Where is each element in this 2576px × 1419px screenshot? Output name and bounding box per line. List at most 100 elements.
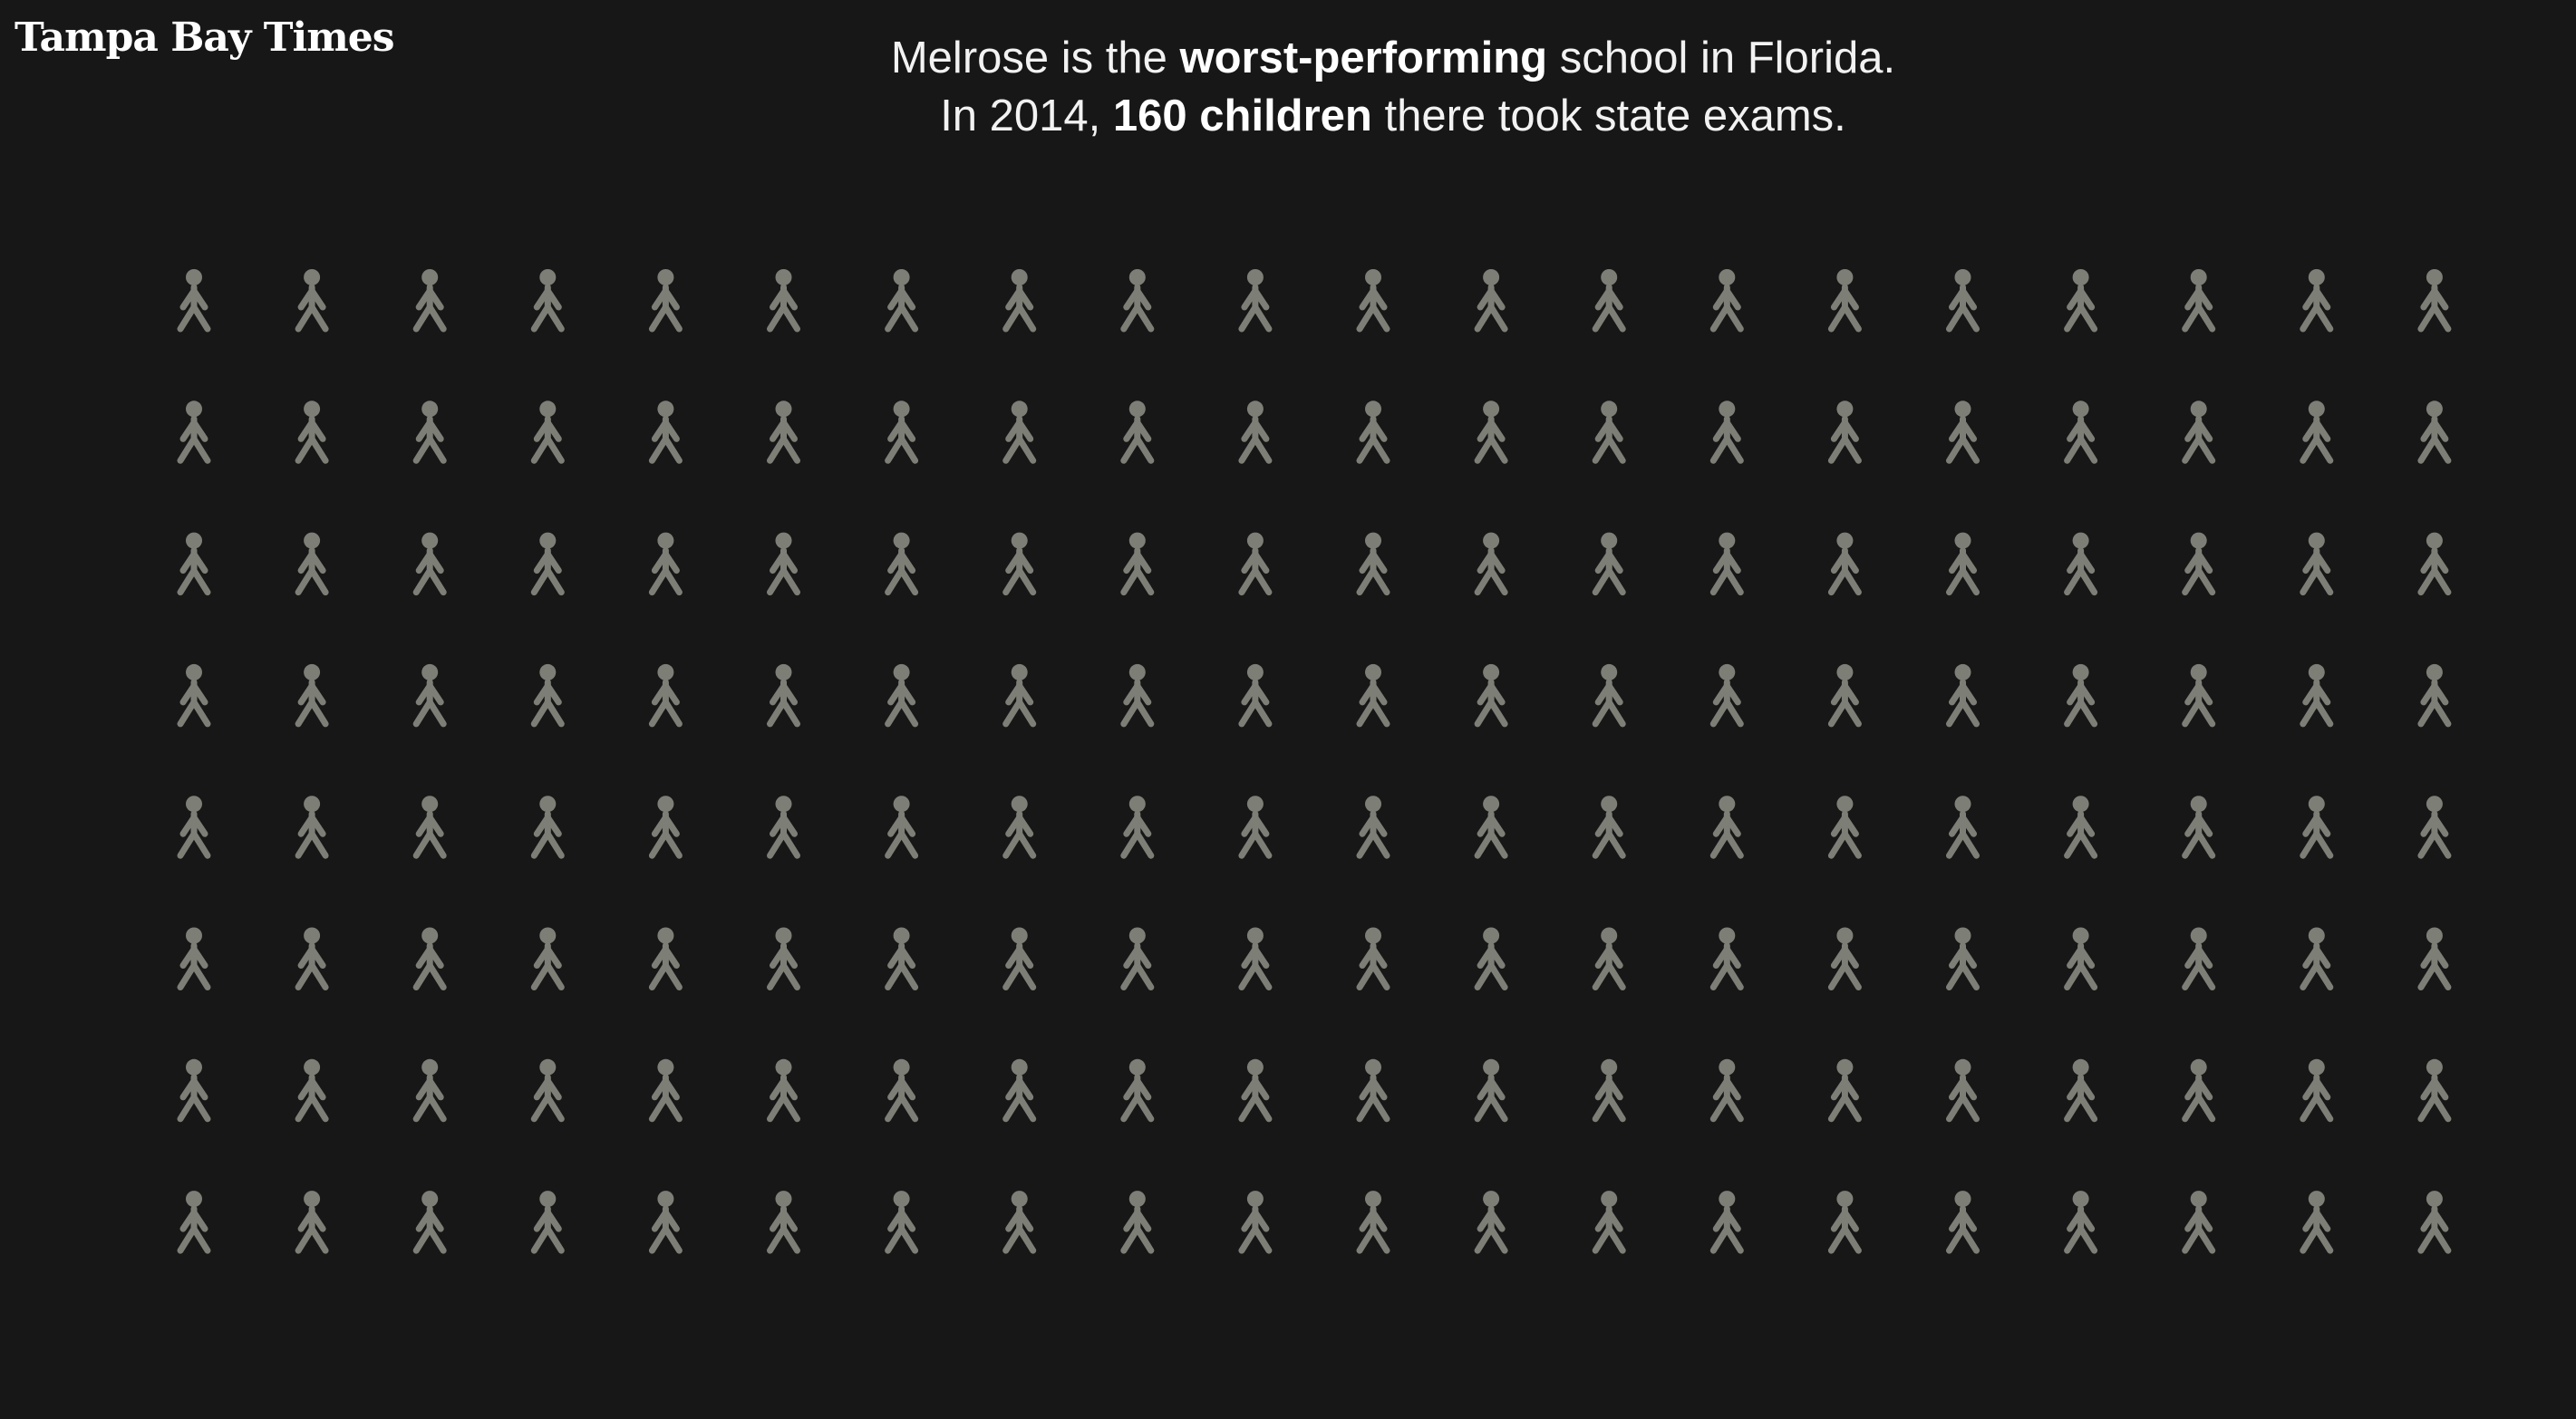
person-icon	[2417, 927, 2452, 990]
person-icon	[2417, 269, 2452, 333]
person-icon	[2300, 1058, 2334, 1123]
person-icon	[1356, 269, 1390, 333]
person-icon	[1827, 1191, 1862, 1254]
person-icon	[530, 927, 565, 990]
headline-part-2: school in Florida. In 2014,	[940, 34, 1896, 140]
person-icon	[767, 401, 800, 464]
person-icon	[1002, 269, 1037, 333]
person-icon	[1238, 532, 1273, 596]
person-icon	[1120, 401, 1155, 464]
person-icon	[648, 1058, 683, 1123]
person-icon	[1946, 1058, 1980, 1123]
person-icon	[177, 269, 211, 333]
person-icon	[295, 269, 329, 333]
person-icon	[2064, 1191, 2098, 1254]
person-icon	[1709, 401, 1744, 464]
person-icon	[1356, 663, 1390, 728]
person-icon	[1592, 269, 1626, 333]
person-icon	[1474, 663, 1508, 728]
person-icon	[1002, 401, 1037, 464]
person-icon	[885, 663, 919, 728]
person-icon	[1474, 1058, 1508, 1123]
person-icon	[1356, 532, 1390, 596]
person-icon	[767, 1058, 800, 1123]
person-icon	[2182, 663, 2216, 728]
person-icon	[1946, 663, 1980, 728]
person-icon	[1709, 1058, 1744, 1123]
person-icon	[767, 269, 800, 333]
person-icon	[1827, 401, 1862, 464]
person-icon	[1946, 532, 1980, 596]
person-icon	[885, 927, 919, 990]
person-icon	[177, 663, 211, 728]
person-icon	[530, 1058, 565, 1123]
person-icon	[1238, 796, 1273, 859]
headline: Melrose is the worst-performing school i…	[880, 29, 1906, 145]
person-icon	[1002, 1191, 1037, 1254]
person-icon	[1474, 401, 1508, 464]
person-icon	[1474, 269, 1508, 333]
person-icon	[1238, 663, 1273, 728]
person-icon	[2064, 401, 2098, 464]
person-icon	[1827, 927, 1862, 990]
person-icon	[1946, 796, 1980, 859]
person-icon	[1827, 532, 1862, 596]
person-icon	[1002, 1058, 1037, 1123]
person-icon	[1002, 796, 1037, 859]
person-icon	[885, 1058, 919, 1123]
person-icon	[648, 532, 683, 596]
person-icon	[1238, 269, 1273, 333]
person-icon	[2064, 269, 2098, 333]
person-icon	[885, 401, 919, 464]
person-icon	[1356, 1058, 1390, 1123]
person-icon	[767, 796, 800, 859]
person-icon	[1002, 532, 1037, 596]
person-icon	[648, 1191, 683, 1254]
person-icon	[1120, 269, 1155, 333]
person-icon	[1356, 1191, 1390, 1254]
person-icon	[2182, 1191, 2216, 1254]
person-icon	[767, 1191, 800, 1254]
person-icon	[767, 663, 800, 728]
headline-emphasis-worst-performing: worst-performing	[1179, 34, 1548, 82]
person-icon	[1120, 796, 1155, 859]
person-icon	[295, 532, 329, 596]
person-icon	[2182, 927, 2216, 990]
person-icon	[1592, 401, 1626, 464]
person-icon	[530, 663, 565, 728]
person-icon	[648, 796, 683, 859]
person-icon	[648, 663, 683, 728]
person-icon	[177, 532, 211, 596]
person-icon	[177, 1191, 211, 1254]
person-icon	[2064, 1058, 2098, 1123]
person-icon	[2417, 532, 2452, 596]
person-icon	[1709, 927, 1744, 990]
person-icon	[1120, 1058, 1155, 1123]
person-icon	[1827, 796, 1862, 859]
person-icon	[1238, 1058, 1273, 1123]
person-icon	[412, 1191, 447, 1254]
person-icon	[1474, 532, 1508, 596]
person-icon	[412, 796, 447, 859]
person-icon	[2417, 663, 2452, 728]
person-icon	[1709, 269, 1744, 333]
person-icon	[767, 532, 800, 596]
person-icon	[1709, 532, 1744, 596]
person-icon	[1120, 927, 1155, 990]
person-icon	[1356, 927, 1390, 990]
person-icon	[295, 796, 329, 859]
person-icon	[2300, 1191, 2334, 1254]
tampa-bay-times-logo[interactable]: Tampa Bay Times	[15, 14, 395, 61]
person-icon	[1238, 1191, 1273, 1254]
person-icon	[1592, 927, 1626, 990]
person-icon	[1592, 1191, 1626, 1254]
person-icon	[2182, 269, 2216, 333]
person-icon	[1474, 927, 1508, 990]
person-icon	[412, 927, 447, 990]
person-icon	[412, 1058, 447, 1123]
person-icon	[767, 927, 800, 990]
person-icon	[648, 927, 683, 990]
person-icon	[1709, 663, 1744, 728]
person-icon	[412, 532, 447, 596]
person-icon	[1238, 401, 1273, 464]
